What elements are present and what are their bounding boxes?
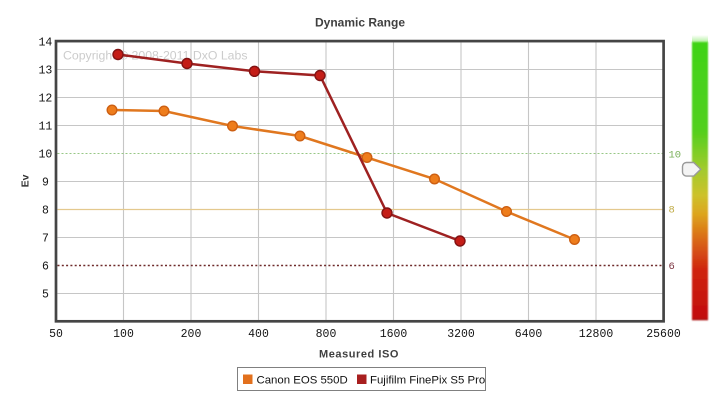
svg-text:400: 400 <box>248 328 269 341</box>
svg-text:7: 7 <box>42 233 49 246</box>
svg-text:10: 10 <box>669 149 682 161</box>
svg-text:Ev: Ev <box>20 174 32 187</box>
svg-text:50: 50 <box>49 328 63 341</box>
svg-text:14: 14 <box>38 37 52 50</box>
svg-text:8: 8 <box>669 205 675 217</box>
svg-text:6: 6 <box>669 261 675 273</box>
svg-text:12: 12 <box>38 93 52 106</box>
svg-text:12800: 12800 <box>579 328 614 341</box>
svg-text:3200: 3200 <box>447 328 475 341</box>
svg-text:Dynamic Range: Dynamic Range <box>315 16 405 30</box>
svg-text:10: 10 <box>38 149 52 162</box>
svg-text:25600: 25600 <box>646 328 681 341</box>
svg-text:Fujifilm FinePix S5 Pro: Fujifilm FinePix S5 Pro <box>370 375 485 387</box>
svg-text:8: 8 <box>42 205 49 218</box>
svg-text:1600: 1600 <box>380 328 408 341</box>
svg-text:800: 800 <box>316 328 337 341</box>
svg-text:100: 100 <box>113 328 134 341</box>
svg-text:6: 6 <box>42 261 49 274</box>
svg-text:Measured ISO: Measured ISO <box>319 348 399 360</box>
svg-text:5: 5 <box>42 289 49 302</box>
svg-text:13: 13 <box>38 65 52 78</box>
svg-text:9: 9 <box>42 177 49 190</box>
svg-text:6400: 6400 <box>515 328 543 341</box>
svg-text:Copyright © 2008-2011 DxO Labs: Copyright © 2008-2011 DxO Labs <box>63 49 248 63</box>
svg-text:Canon EOS 550D: Canon EOS 550D <box>257 375 348 387</box>
svg-text:200: 200 <box>181 328 202 341</box>
svg-text:11: 11 <box>38 121 52 134</box>
